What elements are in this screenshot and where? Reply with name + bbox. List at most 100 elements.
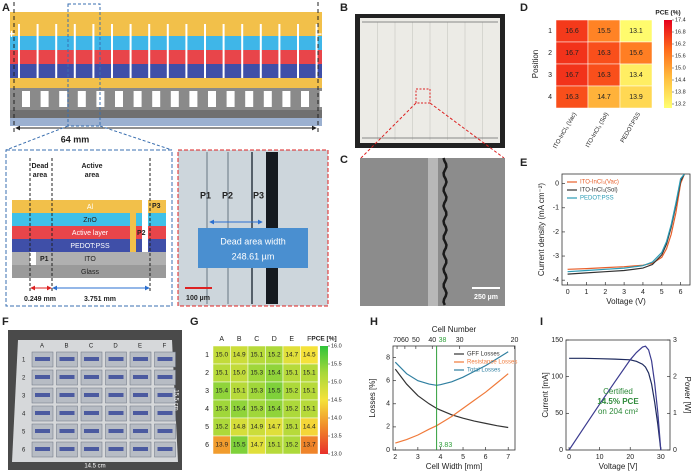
colorbar-tick-label: 16.2 [675, 41, 686, 47]
contact [157, 357, 173, 361]
legend-label: Resistance Losses [467, 360, 517, 366]
y-tick-label: -1 [553, 205, 559, 212]
scribe [185, 24, 188, 78]
cell-label: 16.7 [565, 50, 579, 57]
cell-label: 15.1 [268, 442, 281, 449]
contact [108, 375, 124, 379]
colorbar-tick-label: 15.0 [331, 379, 342, 385]
scribe [166, 24, 169, 78]
dim-label: 3.751 mm [84, 296, 116, 303]
scribe [36, 24, 39, 78]
x-axis-label: Cell Width [mm] [426, 462, 482, 471]
series-line [569, 357, 662, 450]
colorbar-tick-label: 13.8 [675, 89, 686, 95]
layer-glass [12, 265, 166, 278]
row-label: 2 [22, 376, 26, 382]
caption: Dead area width [220, 236, 286, 246]
photo-grid: A B C D E F 1 2 3 4 5 6 [22, 344, 176, 458]
cell-label: 15.1 [303, 406, 316, 413]
layer [10, 110, 322, 118]
cell-label: 13.9 [215, 442, 228, 449]
x-tick-label: 5 [461, 454, 465, 461]
column-label: ITO-InCl₃ (Vac) [553, 112, 578, 150]
panel-labels: A B C D E F G H I [2, 2, 543, 328]
scribe [111, 24, 113, 78]
contact [152, 91, 161, 107]
cell-label: 15.6 [629, 50, 643, 57]
cell-label: 13.4 [629, 72, 643, 79]
cell-label: 14.7 [285, 352, 298, 359]
y-axis-label: Current [mA] [541, 372, 550, 417]
x-tick-label: 0 [567, 454, 571, 461]
scribe [92, 24, 95, 78]
row-label: 4 [548, 94, 552, 101]
x-tick-label: 3 [622, 289, 626, 296]
x-tick-label: 4 [438, 454, 442, 461]
column-label: D [272, 336, 277, 343]
x-axis-label: Voltage (V) [606, 297, 646, 306]
y-tick-label: 0 [386, 447, 390, 454]
x-tick-label: 6 [484, 454, 488, 461]
zoom-line [360, 102, 417, 159]
row-label: 2 [205, 370, 209, 377]
marker-label: 38 [439, 337, 447, 344]
legend-label: GFF Losses [467, 352, 500, 358]
contact [35, 393, 50, 397]
panel-label: E [520, 157, 527, 169]
colorbar-tick-label: 15.5 [331, 361, 342, 367]
x-tick-label: 2 [603, 289, 607, 296]
cell-label: 16.3 [597, 72, 611, 79]
y-tick-label: 2 [386, 424, 390, 431]
panel-b-c: 250 µm [355, 14, 505, 306]
panel-label: A [2, 2, 10, 14]
x-tick-label: 30 [657, 454, 665, 461]
panel-label: I [540, 316, 543, 328]
contact [133, 91, 142, 107]
cell-label: 15.4 [268, 406, 281, 413]
module-schematic [10, 12, 328, 126]
x2-tick-label: 50 [412, 337, 420, 344]
colorbar-label: PCE (%) [655, 10, 680, 17]
x-tick-label: 2 [393, 454, 397, 461]
row-label: 1 [548, 28, 552, 35]
terminal: + [8, 27, 15, 41]
contact [108, 357, 124, 361]
layer-ito [12, 252, 166, 265]
colorbar-tick-label: 14.0 [331, 415, 342, 421]
cell-label: 14.7 [597, 94, 611, 101]
cell-label: 15.1 [285, 370, 298, 377]
panel-f: A B C D E F 1 2 3 4 5 6 14.5 cm 15.5 cm [8, 330, 182, 470]
column-label: C [254, 336, 259, 343]
y-axis-label: Losses [%] [368, 378, 377, 417]
contact [35, 429, 50, 433]
colorbar-tick-label: 14.5 [331, 397, 342, 403]
x-tick-label: 4 [641, 289, 645, 296]
colorbar-tick-label: 13.5 [331, 433, 342, 439]
scribe-label: P1 [40, 256, 49, 263]
zoom-box [415, 88, 431, 104]
x-tick-label: 5 [660, 289, 664, 296]
column-label: PEDOT:PSS [620, 112, 642, 144]
column-label: A [40, 344, 44, 350]
zoom-line [5, 125, 69, 151]
scribe [222, 24, 225, 78]
contact [133, 375, 148, 379]
cell-label: 16.3 [565, 94, 579, 101]
cell-label: 15.4 [233, 406, 246, 413]
contact [59, 393, 75, 397]
contact [108, 411, 124, 415]
series-line [568, 345, 662, 450]
colorbar-tick-label: 16.0 [331, 343, 342, 349]
x-tick-label: 7 [506, 454, 510, 461]
cell-label: 15.5 [233, 442, 246, 449]
layer-pedot [12, 239, 166, 252]
contact [84, 429, 99, 433]
scribe-p1 [30, 252, 36, 265]
colorbar-tick-label: 13.0 [331, 451, 342, 457]
x2-tick-label: 30 [456, 337, 464, 344]
panel-label: C [340, 154, 348, 166]
contact [157, 375, 173, 379]
scribe [297, 24, 299, 78]
cell-label: 15.4 [215, 388, 228, 395]
contact [133, 357, 148, 361]
